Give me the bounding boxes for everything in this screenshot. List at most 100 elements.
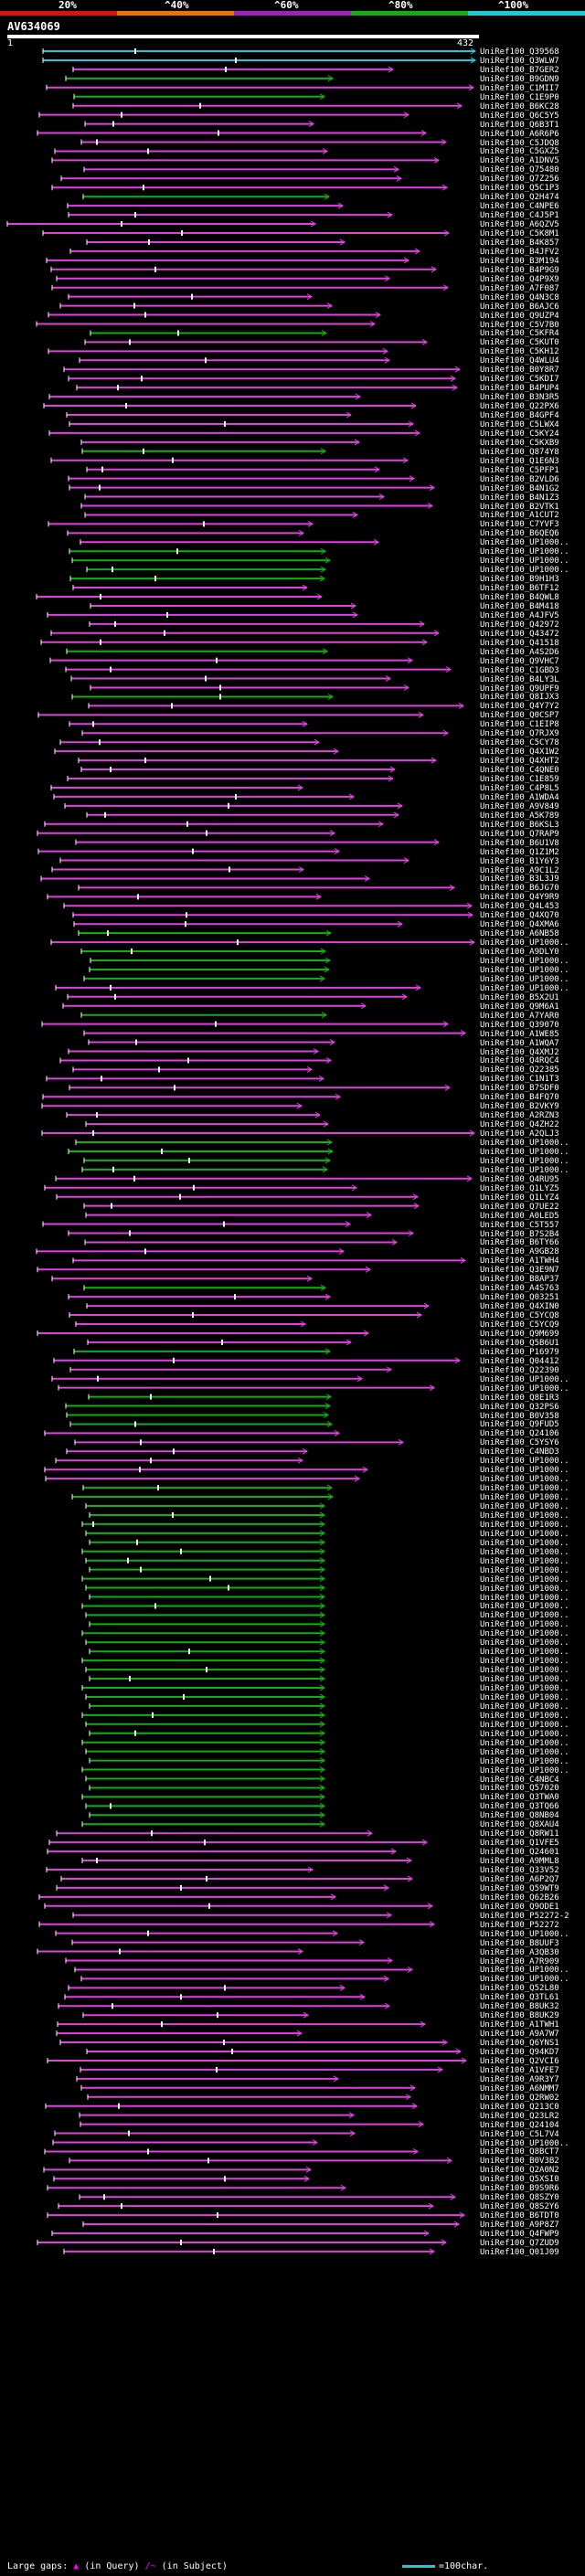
hit-id[interactable]: UniRef100_Q03251: [480, 1293, 559, 1303]
hit-id[interactable]: UniRef100_A6R6P6: [480, 129, 559, 139]
hit-id[interactable]: UniRef100_B4M418: [480, 601, 559, 611]
hit-id[interactable]: UniRef100_B6QEQ6: [480, 529, 559, 539]
hit-id[interactable]: UniRef100_Q9VHC7: [480, 656, 559, 666]
hit-id[interactable]: UniRef100_UP1000..: [480, 1484, 569, 1494]
hit-id[interactable]: UniRef100_Q4XMJ2: [480, 1047, 559, 1057]
hit-id[interactable]: UniRef100_Q39070: [480, 1020, 559, 1030]
hit-id[interactable]: UniRef100_Q24106: [480, 1429, 559, 1439]
hit-id[interactable]: UniRef100_Q24601: [480, 1848, 559, 1858]
hit-id[interactable]: UniRef100_Q4Y9R9: [480, 893, 559, 903]
hit-id[interactable]: UniRef100_Q8BCT7: [480, 2147, 559, 2157]
hit-id[interactable]: UniRef100_A6P2Q7: [480, 1874, 559, 1884]
hit-id[interactable]: UniRef100_Q9M6A1: [480, 1002, 559, 1012]
hit-id[interactable]: UniRef100_UP1000..: [480, 1929, 569, 1939]
hit-id[interactable]: UniRef100_Q6B3T1: [480, 120, 559, 130]
hit-id[interactable]: UniRef100_B6TY66: [480, 1238, 559, 1248]
hit-id[interactable]: UniRef100_B4QWL8: [480, 593, 559, 602]
hit-id[interactable]: UniRef100_C5KDI7: [480, 375, 559, 385]
hit-id[interactable]: UniRef100_B7S2B4: [480, 1229, 559, 1239]
hit-id[interactable]: UniRef100_C5JDQ8: [480, 138, 559, 148]
hit-id[interactable]: UniRef100_UP1000..: [480, 1602, 569, 1612]
hit-id[interactable]: UniRef100_B0Y8R7: [480, 366, 559, 376]
hit-id[interactable]: UniRef100_C5T557: [480, 1220, 559, 1230]
hit-id[interactable]: UniRef100_UP1000..: [480, 1729, 569, 1739]
hit-id[interactable]: UniRef100_Q213C0: [480, 2102, 559, 2112]
hit-id[interactable]: UniRef100_UP1000..: [480, 1657, 569, 1667]
hit-id[interactable]: UniRef100_UP1000..: [480, 557, 569, 567]
hit-id[interactable]: UniRef100_Q9M699: [480, 1329, 559, 1339]
hit-id[interactable]: UniRef100_Q0CSP7: [480, 711, 559, 721]
hit-id[interactable]: UniRef100_UP1000..: [480, 1383, 569, 1394]
hit-id[interactable]: UniRef100_A7YAR0: [480, 1011, 559, 1021]
hit-id[interactable]: UniRef100_A1TWH4: [480, 1256, 559, 1267]
hit-id[interactable]: UniRef100_Q8IJX3: [480, 693, 559, 703]
hit-id[interactable]: UniRef100_A9A7W7: [480, 2030, 559, 2040]
hit-id[interactable]: UniRef100_Q9FUD5: [480, 1420, 559, 1430]
hit-id[interactable]: UniRef100_UP1000..: [480, 1457, 569, 1467]
hit-id[interactable]: UniRef100_UP1000..: [480, 566, 569, 576]
hit-id[interactable]: UniRef100_Q4FWP9: [480, 2230, 559, 2239]
hit-id[interactable]: UniRef100_B4JFV2: [480, 247, 559, 257]
hit-id[interactable]: UniRef100_Q62B26: [480, 1892, 559, 1903]
hit-id[interactable]: UniRef100_C1N1T3: [480, 1075, 559, 1085]
hit-id[interactable]: UniRef100_B4P9G9: [480, 265, 559, 275]
hit-id[interactable]: UniRef100_B4K857: [480, 238, 559, 248]
hit-id[interactable]: UniRef100_UP1000..: [480, 1520, 569, 1530]
hit-id[interactable]: UniRef100_Q8SZY0: [480, 2193, 559, 2203]
hit-id[interactable]: UniRef100_B8AP37: [480, 1275, 559, 1285]
hit-id[interactable]: UniRef100_A9MML8: [480, 1857, 559, 1867]
hit-id[interactable]: UniRef100_A1CUT2: [480, 511, 559, 521]
hit-id[interactable]: UniRef100_C5KY24: [480, 429, 559, 439]
hit-id[interactable]: UniRef100_P52272: [480, 1920, 559, 1930]
hit-id[interactable]: UniRef100_C7YVF3: [480, 520, 559, 530]
hit-id[interactable]: UniRef100_Q1LYZ5: [480, 1183, 559, 1193]
hit-id[interactable]: UniRef100_UP1000..: [480, 1711, 569, 1721]
hit-id[interactable]: UniRef100_Q7UE22: [480, 1202, 559, 1212]
hit-id[interactable]: UniRef100_Q4N3C8: [480, 292, 559, 302]
hit-id[interactable]: UniRef100_Q6C5Y5: [480, 111, 559, 121]
hit-id[interactable]: UniRef100_UP1000..: [480, 1701, 569, 1712]
hit-id[interactable]: UniRef100_Q9ODE1: [480, 1902, 559, 1912]
hit-id[interactable]: UniRef100_A9P8Z7: [480, 2221, 559, 2231]
hit-id[interactable]: UniRef100_B6U1V8: [480, 838, 559, 848]
hit-id[interactable]: UniRef100_Q5B6U1: [480, 1338, 559, 1348]
hit-id[interactable]: UniRef100_A1VFE7: [480, 2065, 559, 2075]
hit-id[interactable]: UniRef100_UP1000..: [480, 1747, 569, 1757]
hit-id[interactable]: UniRef100_UP1000..: [480, 1556, 569, 1566]
hit-id[interactable]: UniRef100_A1DNV5: [480, 156, 559, 166]
hit-id[interactable]: UniRef100_UP1000..: [480, 1975, 569, 1985]
hit-id[interactable]: UniRef100_B6KC28: [480, 101, 559, 111]
hit-id[interactable]: UniRef100_A5K789: [480, 811, 559, 821]
hit-id[interactable]: UniRef100_C5YSY6: [480, 1438, 559, 1448]
hit-id[interactable]: UniRef100_B6JG70: [480, 884, 559, 894]
hit-id[interactable]: UniRef100_Q3TL61: [480, 1993, 559, 2003]
hit-id[interactable]: UniRef100_UP1000..: [480, 1738, 569, 1748]
hit-id[interactable]: UniRef100_UP1000..: [480, 1675, 569, 1685]
hit-id[interactable]: UniRef100_Q1LYZ4: [480, 1193, 559, 1203]
hit-id[interactable]: UniRef100_Q94KD7: [480, 2048, 559, 2057]
hit-id[interactable]: UniRef100_Q2A0N2: [480, 2166, 559, 2176]
hit-id[interactable]: UniRef100_C5K8M1: [480, 229, 559, 239]
hit-id[interactable]: UniRef100_A7R909: [480, 1956, 559, 1966]
hit-id[interactable]: UniRef100_Q2VCI6: [480, 2056, 559, 2066]
hit-id[interactable]: UniRef100_Q8XAU4: [480, 1820, 559, 1830]
hit-id[interactable]: UniRef100_Q4WLU4: [480, 356, 559, 366]
hit-id[interactable]: UniRef100_B6TDT0: [480, 2211, 559, 2221]
hit-id[interactable]: UniRef100_Q24104: [480, 2120, 559, 2130]
hit-id[interactable]: UniRef100_P16979: [480, 1347, 559, 1357]
hit-id[interactable]: UniRef100_Q5C1P3: [480, 184, 559, 194]
hit-id[interactable]: UniRef100_Q42972: [480, 620, 559, 630]
hit-id[interactable]: UniRef100_UP1000..: [480, 1156, 569, 1166]
hit-id[interactable]: UniRef100_Q7RJX9: [480, 729, 559, 739]
hit-id[interactable]: UniRef100_B8UK29: [480, 2011, 559, 2021]
hit-id[interactable]: UniRef100_Q4XHT2: [480, 757, 559, 767]
hit-id[interactable]: UniRef100_Q22PX6: [480, 402, 559, 412]
hit-id[interactable]: UniRef100_UP1000..: [480, 1165, 569, 1175]
hit-id[interactable]: UniRef100_UP1000..: [480, 2138, 569, 2148]
hit-id[interactable]: UniRef100_Q43472: [480, 629, 559, 639]
hit-id[interactable]: UniRef100_UP1000..: [480, 938, 569, 949]
hit-id[interactable]: UniRef100_Q3TQ66: [480, 1802, 559, 1812]
hit-id[interactable]: UniRef100_A9DLY0: [480, 948, 559, 958]
hit-id[interactable]: UniRef100_UP1000..: [480, 965, 569, 975]
hit-id[interactable]: UniRef100_UP1000..: [480, 1638, 569, 1648]
